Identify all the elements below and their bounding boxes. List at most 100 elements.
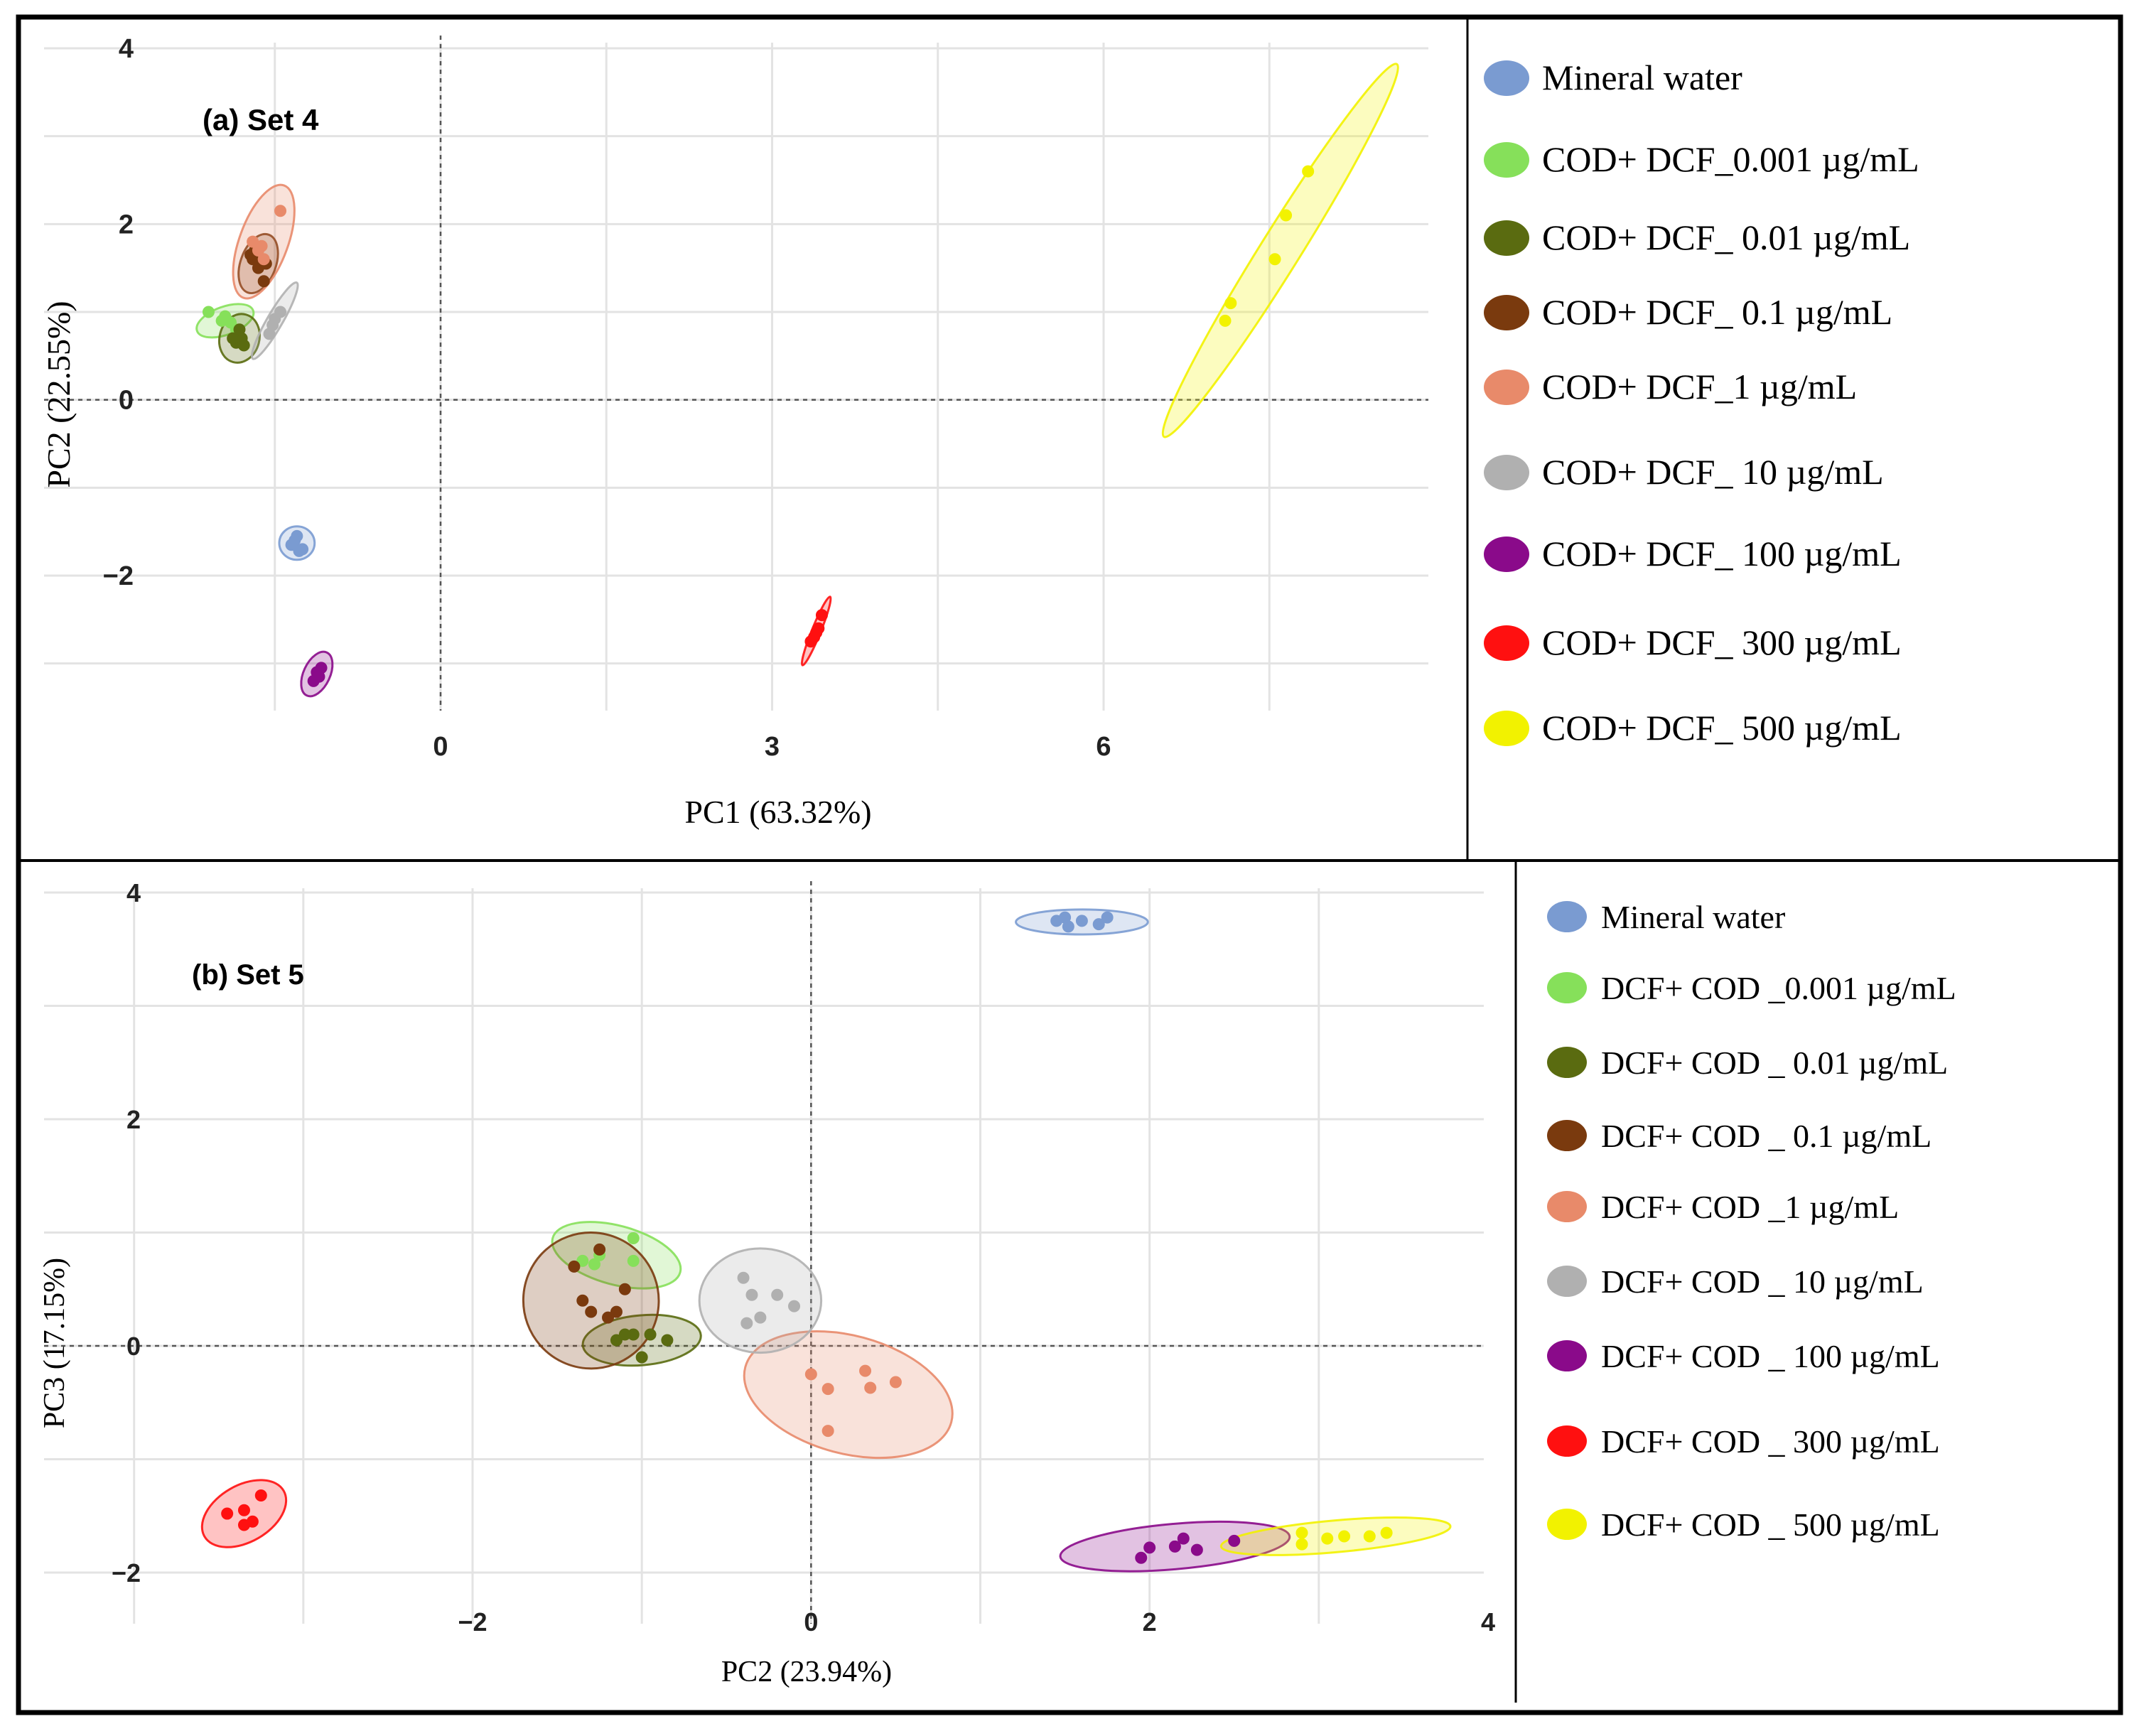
data-point (1280, 209, 1293, 222)
confidence-ellipse (1161, 63, 1399, 438)
y-tick-label: 4 (119, 34, 134, 64)
data-point (257, 253, 270, 266)
y-tick-label: −2 (103, 561, 134, 591)
data-point (1295, 1538, 1308, 1551)
data-point (237, 1504, 250, 1516)
x-tick-label: 0 (433, 732, 448, 762)
data-point (1101, 911, 1114, 924)
legend-label: DCF+ COD _ 500 µg/mL (1601, 1506, 1940, 1543)
data-point (610, 1305, 623, 1318)
panel-b-xlabel: PC2 (23.94%) (721, 1656, 892, 1688)
data-point (1143, 1541, 1156, 1554)
panel-b: −2 0 2 4 −2 0 2 4 (b) Set 5 PC2 (23.94%) PC3 (1… (38, 878, 1956, 1688)
legend-marker (1484, 295, 1529, 330)
data-point (602, 1311, 615, 1324)
panel-a: 0 3 6 −2 0 2 4 (a) Set 4 PC1 (63.32%) PC2 (22.… (41, 34, 1919, 830)
y-tick-label: 4 (126, 878, 141, 907)
data-point (644, 1328, 657, 1341)
x-tick-label: 0 (804, 1607, 818, 1637)
data-point (202, 306, 215, 318)
legend-marker (1484, 711, 1529, 746)
data-point (1177, 1532, 1190, 1545)
legend-label: DCF+ COD _ 0.01 µg/mL (1601, 1045, 1948, 1081)
data-point (1092, 918, 1105, 931)
panel-b-label: (b) Set 5 (192, 959, 304, 991)
data-point (237, 339, 250, 352)
data-point (1168, 1540, 1181, 1553)
data-point (274, 205, 287, 217)
data-point (627, 1254, 640, 1267)
data-point (1363, 1530, 1376, 1543)
legend-marker (1484, 455, 1529, 490)
data-point (804, 1368, 817, 1381)
panel-b-points (221, 911, 1393, 1564)
data-point (1380, 1526, 1393, 1539)
data-point (568, 1260, 581, 1273)
legend-marker (1484, 537, 1529, 572)
data-point (618, 1283, 631, 1295)
confidence-ellipse (698, 1247, 823, 1354)
data-point (618, 1328, 631, 1341)
x-tick-label: 3 (765, 732, 780, 762)
data-point (585, 1305, 598, 1318)
legend-label: COD+ DCF_ 0.1 µg/mL (1542, 292, 1892, 332)
panel-b-legend: Mineral water DCF+ COD _0.001 µg/mL DCF+ C… (1547, 899, 1956, 1543)
data-point (313, 670, 325, 683)
legend-label: Mineral water (1601, 899, 1785, 935)
data-point (1135, 1551, 1148, 1564)
confidence-ellipse (551, 1221, 682, 1290)
data-point (737, 1271, 750, 1284)
legend-marker (1547, 901, 1587, 932)
data-point (254, 1489, 267, 1502)
y-tick-label: 0 (126, 1332, 141, 1361)
data-point (1302, 165, 1315, 178)
data-point (1224, 297, 1237, 310)
x-tick-label: −2 (458, 1607, 487, 1637)
legend-label: DCF+ COD _ 0.1 µg/mL (1601, 1118, 1931, 1154)
y-tick-label: 2 (126, 1105, 141, 1134)
data-point (745, 1288, 758, 1301)
legend-marker (1547, 1047, 1587, 1078)
legend-label: DCF+ COD _ 300 µg/mL (1601, 1423, 1940, 1460)
y-tick-label: −2 (112, 1558, 141, 1587)
legend-label: COD+ DCF_ 500 µg/mL (1542, 708, 1902, 748)
data-point (576, 1254, 589, 1267)
legend-label: COD+ DCF_1 µg/mL (1542, 367, 1857, 406)
figure-frame (16, 14, 2123, 1715)
data-point (610, 1334, 623, 1347)
data-point (754, 1311, 767, 1324)
confidence-ellipse (743, 1330, 954, 1460)
data-point (215, 314, 228, 327)
panel-a-tick-labels: 0 3 6 −2 0 2 4 (103, 34, 1111, 762)
panel-b-tick-labels: −2 0 2 4 −2 0 2 4 (112, 878, 1495, 1637)
data-point (233, 323, 246, 336)
data-point (1075, 915, 1088, 927)
data-point (1268, 253, 1281, 266)
panel-a-ellipses (195, 63, 1399, 698)
data-point (771, 1288, 784, 1301)
panel-a-legend: Mineral water COD+ DCF_0.001 µg/mL COD+ DC… (1484, 58, 1919, 748)
legend-label: DCF+ COD _1 µg/mL (1601, 1189, 1899, 1225)
x-tick-label: 4 (1481, 1607, 1495, 1637)
data-point (576, 1294, 589, 1307)
y-tick-label: 0 (119, 386, 134, 416)
panel-a-grid (44, 36, 1428, 711)
legend-marker (1484, 220, 1529, 256)
legend-marker (1547, 1120, 1587, 1151)
data-point (1219, 314, 1232, 327)
data-point (740, 1317, 753, 1330)
data-point (257, 275, 270, 288)
data-point (289, 534, 301, 547)
data-point (864, 1381, 877, 1394)
data-point (859, 1364, 872, 1377)
data-point (788, 1300, 801, 1312)
data-point (821, 1383, 834, 1396)
legend-label: DCF+ COD _ 100 µg/mL (1601, 1338, 1940, 1374)
legend-label: COD+ DCF_ 300 µg/mL (1542, 622, 1902, 662)
data-point (593, 1243, 606, 1256)
data-point (1321, 1532, 1334, 1545)
legend-marker (1547, 972, 1587, 1003)
legend-label: DCF+ COD _ 10 µg/mL (1601, 1263, 1924, 1300)
